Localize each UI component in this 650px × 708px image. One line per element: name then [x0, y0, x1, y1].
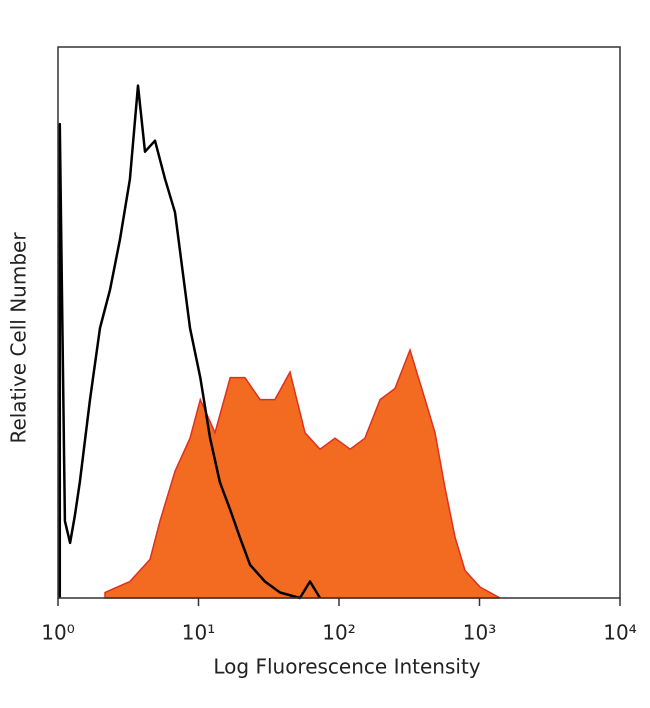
histogram-area [104, 347, 501, 599]
x-tick-label: 10² [322, 621, 355, 645]
y-axis-label: Relative Cell Number [7, 232, 31, 444]
histogram-line [58, 84, 322, 600]
x-tick-label: 10¹ [182, 621, 215, 645]
x-tick-label: 10⁴ [603, 621, 636, 645]
x-tick-label: 10⁰ [41, 621, 74, 645]
x-tick-label: 10³ [463, 621, 496, 645]
x-axis-label: Log Fluorescence Intensity [213, 655, 480, 679]
